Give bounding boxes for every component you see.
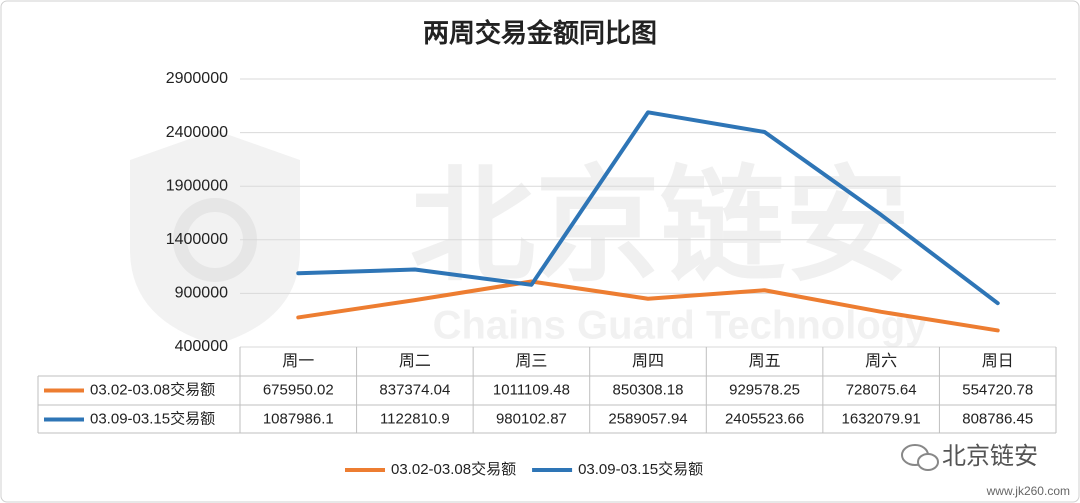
watermark-icon <box>130 130 300 345</box>
footer-site: www.jk260.com <box>986 484 1070 498</box>
series-line <box>296 110 1000 306</box>
table-cell: 1011109.48 <box>493 381 570 398</box>
x-tick-label: 周五 <box>749 351 781 370</box>
x-tick-label: 周二 <box>399 351 431 370</box>
table-cell: 837374.04 <box>379 381 450 398</box>
table-cell: 980102.87 <box>496 410 567 427</box>
wechat-icon <box>917 453 939 471</box>
x-tick-label: 周六 <box>865 351 897 370</box>
table-cell: 1632079.91 <box>842 410 921 427</box>
legend-label: 03.02-03.08交易额 <box>391 460 516 478</box>
x-tick-label: 周三 <box>515 351 547 370</box>
table-cell: 728075.64 <box>846 381 917 398</box>
watermark-subtitle: Chains Guard Technology <box>433 304 929 348</box>
table-cell: 1122810.9 <box>380 410 450 427</box>
table-cell: 1087986.1 <box>263 410 334 427</box>
x-tick-label: 周日 <box>982 351 1014 370</box>
y-tick-label: 1400000 <box>166 231 228 248</box>
y-tick-label: 2900000 <box>166 70 228 87</box>
table-cell: 850308.18 <box>613 381 684 398</box>
y-tick-label: 2400000 <box>166 124 228 141</box>
y-tick-label: 400000 <box>175 338 228 355</box>
footer-logo-text: 北京链安 <box>942 442 1038 470</box>
table-cell: 554720.78 <box>962 381 1033 398</box>
footer-logo: 北京链安 <box>901 442 1038 471</box>
table-row-label: 03.02-03.08交易额 <box>90 380 215 398</box>
table-cell: 2405523.66 <box>725 410 804 427</box>
y-tick-label: 900000 <box>175 285 228 302</box>
table-cell: 808786.45 <box>962 410 1033 427</box>
table-cell: 2589057.94 <box>608 410 687 427</box>
table-cell: 929578.25 <box>729 381 800 398</box>
x-tick-label: 周一 <box>282 351 314 370</box>
x-tick-label: 周四 <box>632 351 664 370</box>
y-tick-label: 1900000 <box>166 177 228 194</box>
table-row-label: 03.09-03.15交易额 <box>90 409 215 427</box>
table-cell: 675950.02 <box>263 381 334 398</box>
series-line <box>296 279 1000 333</box>
chart-title: 两周交易金额同比图 <box>423 18 657 49</box>
legend-label: 03.09-03.15交易额 <box>578 460 703 478</box>
